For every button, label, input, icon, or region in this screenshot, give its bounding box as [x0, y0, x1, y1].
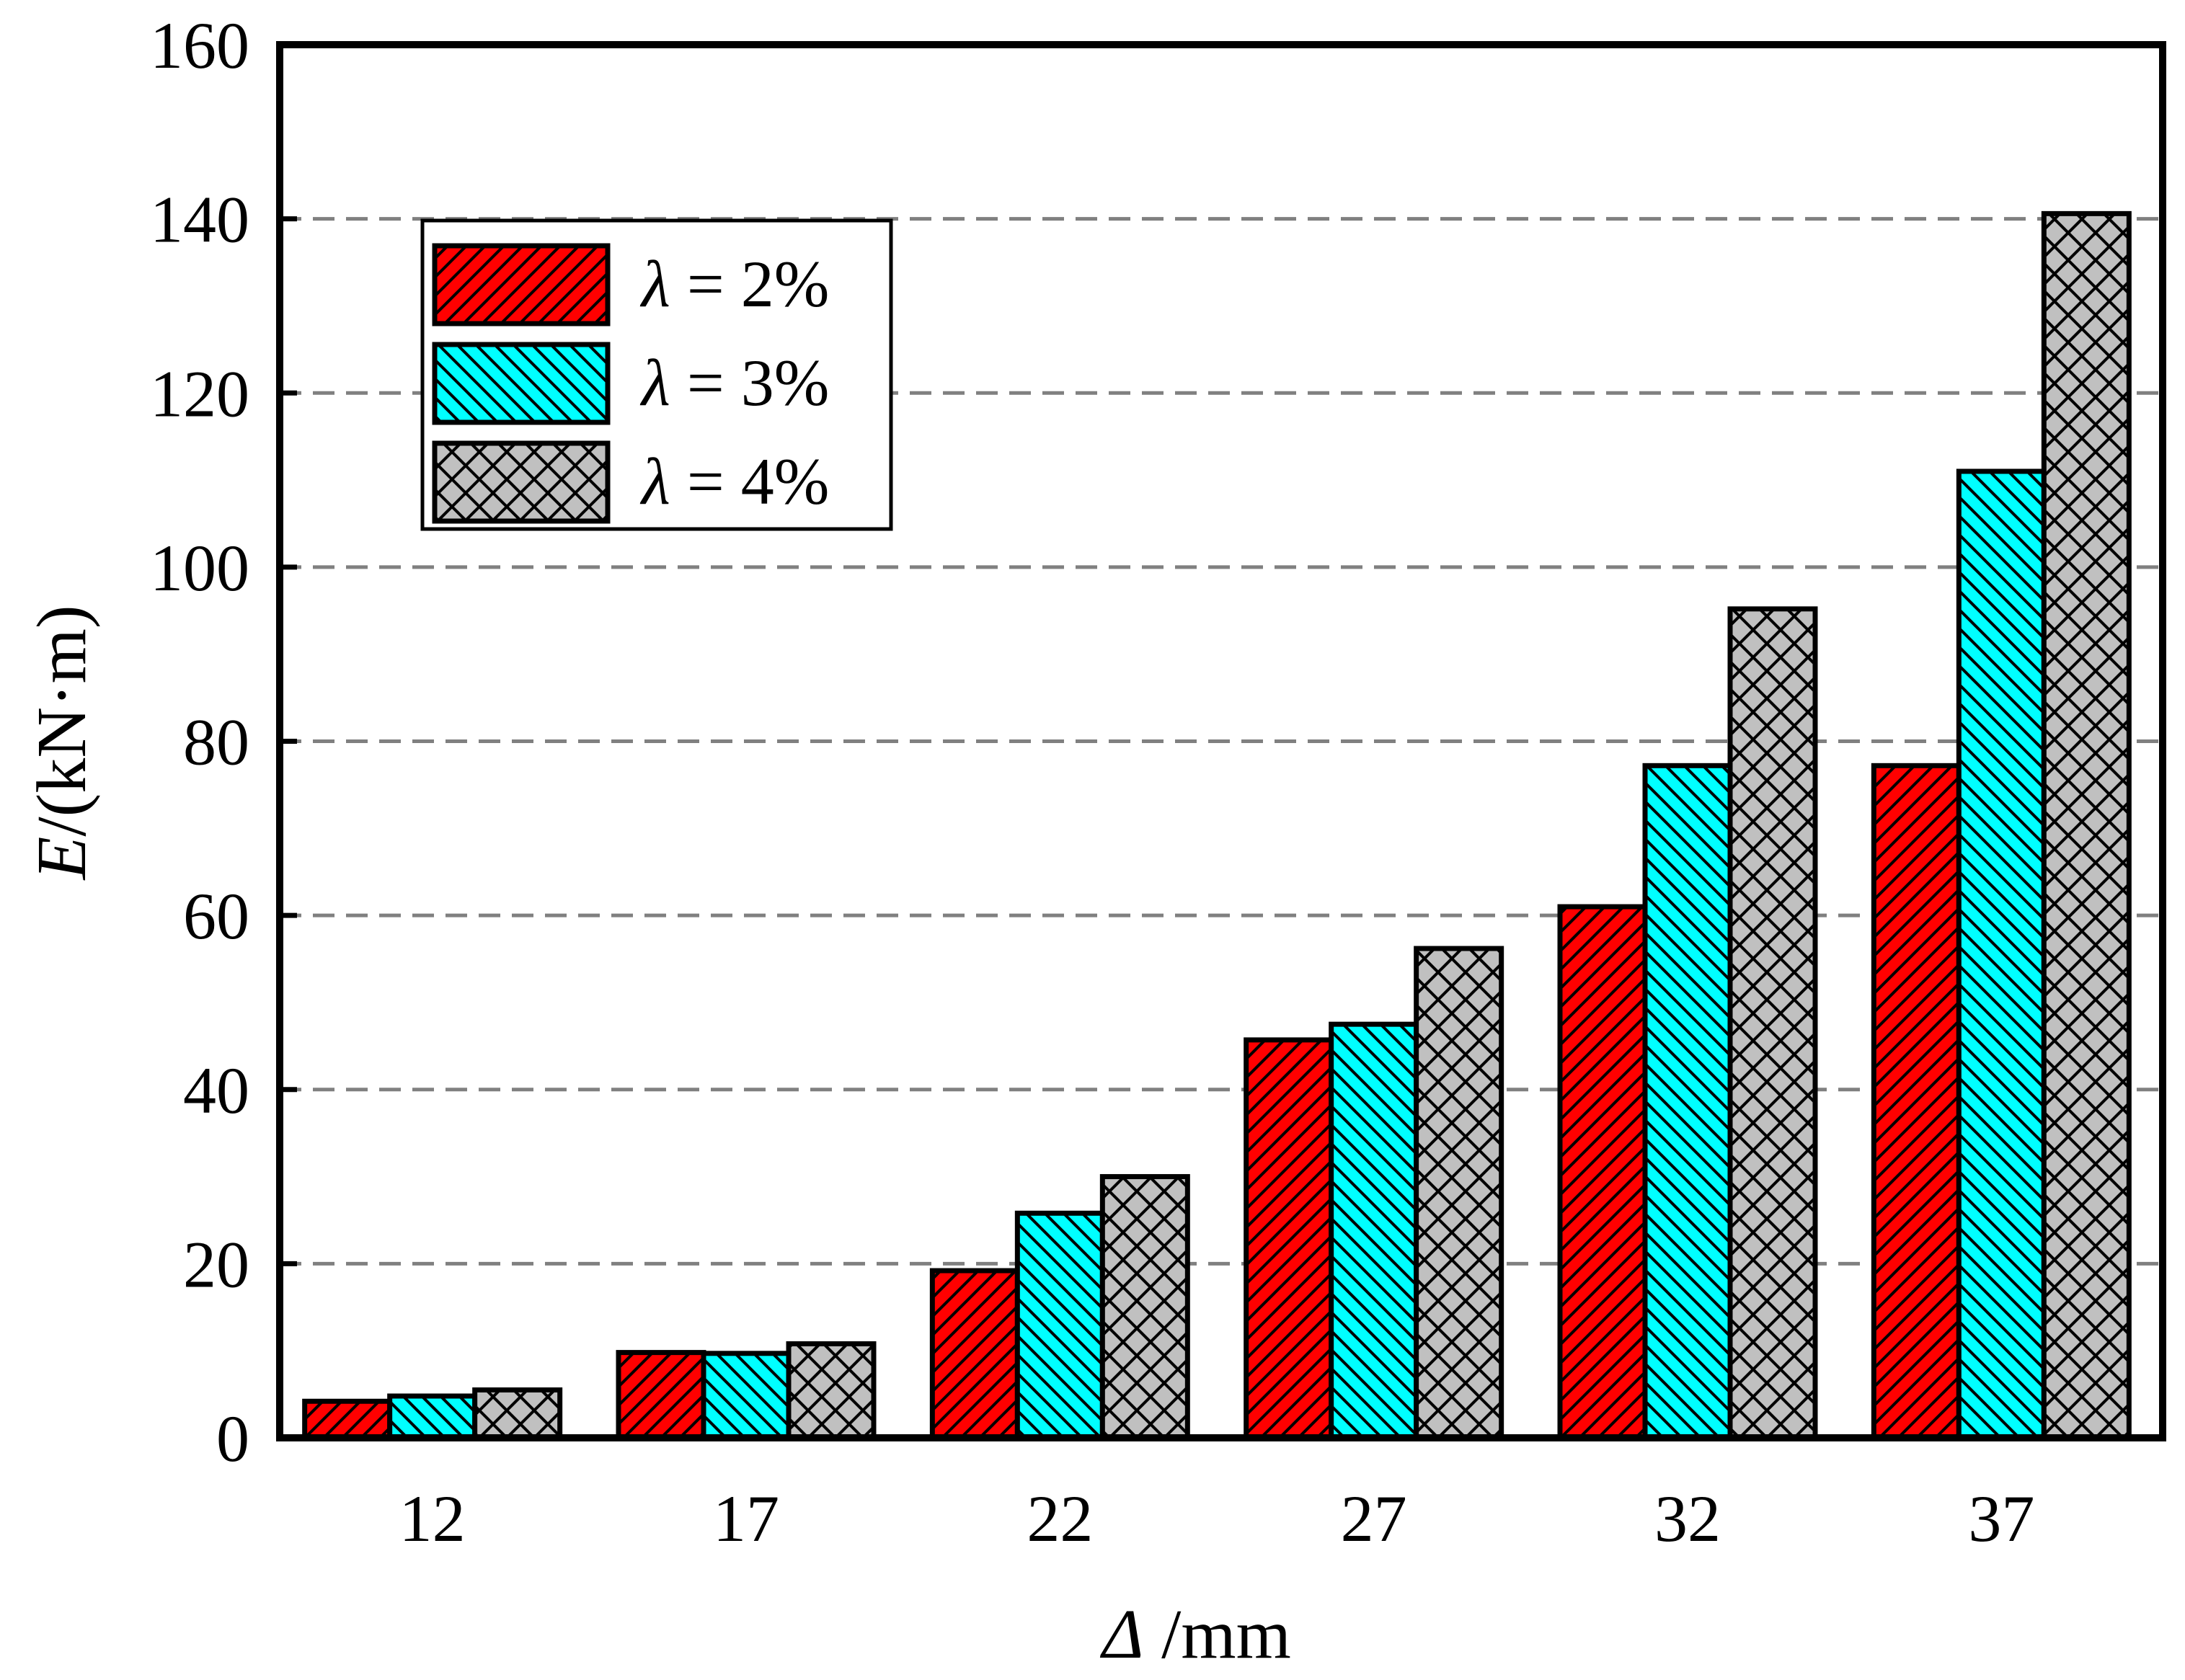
bar-32-series-1 [1557, 904, 1648, 1441]
bar-32-series-3 [1727, 606, 1818, 1441]
axis-labels: Δ /mm E/(kN·m) [23, 605, 1291, 1674]
legend-label: λ = 3% [639, 346, 829, 419]
x-axis-label: Δ /mm [1099, 1596, 1291, 1674]
bar-17-series-1 [616, 1350, 706, 1441]
bar-12-series-1 [302, 1398, 393, 1441]
ytick-label: 20 [183, 1227, 249, 1301]
bar-37-series-2 [1956, 468, 2047, 1441]
legend-label: λ = 4% [639, 445, 829, 518]
legend-item-3: λ = 4% [432, 440, 829, 524]
bar-27-series-3 [1414, 946, 1504, 1441]
bar-17-series-3 [786, 1341, 877, 1441]
ytick-label: 120 [150, 357, 249, 430]
bar-37-series-1 [1871, 763, 1962, 1441]
y-axis-label: E/(kN·m) [23, 605, 101, 881]
bar-12-series-2 [387, 1393, 478, 1441]
bar-32-series-2 [1642, 763, 1733, 1441]
ytick-label: 160 [150, 9, 249, 82]
bars [302, 210, 2132, 1441]
bar-17-series-2 [701, 1351, 792, 1441]
ytick-label: 80 [183, 706, 249, 779]
bar-12-series-3 [472, 1387, 563, 1441]
ytick-label: 140 [150, 183, 249, 257]
bar-37-series-3 [2041, 210, 2132, 1441]
bar-27-series-1 [1244, 1037, 1334, 1441]
bar-22-series-1 [929, 1268, 1020, 1441]
bar-22-series-3 [1099, 1174, 1190, 1441]
xtick-label: 17 [713, 1482, 779, 1555]
xtick-label: 32 [1654, 1482, 1721, 1555]
xtick-label: 27 [1341, 1482, 1407, 1555]
legend-label: λ = 2% [639, 247, 829, 321]
xtick-label: 22 [1027, 1482, 1093, 1555]
axis-ticks: 0 20 40 60 80 100 120 140 160 12 17 22 27 32 37 [150, 9, 2034, 1555]
xtick-label: 12 [399, 1482, 466, 1555]
legend-item-2: λ = 3% [432, 342, 829, 425]
ytick-label: 100 [150, 531, 249, 605]
ytick-label: 0 [216, 1402, 249, 1475]
bar-22-series-2 [1014, 1210, 1105, 1441]
ytick-label: 40 [183, 1054, 249, 1127]
bar-27-series-2 [1329, 1021, 1419, 1441]
legend: λ = 2% λ = 3% λ = 4% [420, 218, 893, 531]
xtick-label: 37 [1968, 1482, 2034, 1555]
ytick-label: 60 [183, 879, 249, 953]
legend-item-1: λ = 2% [432, 243, 829, 326]
